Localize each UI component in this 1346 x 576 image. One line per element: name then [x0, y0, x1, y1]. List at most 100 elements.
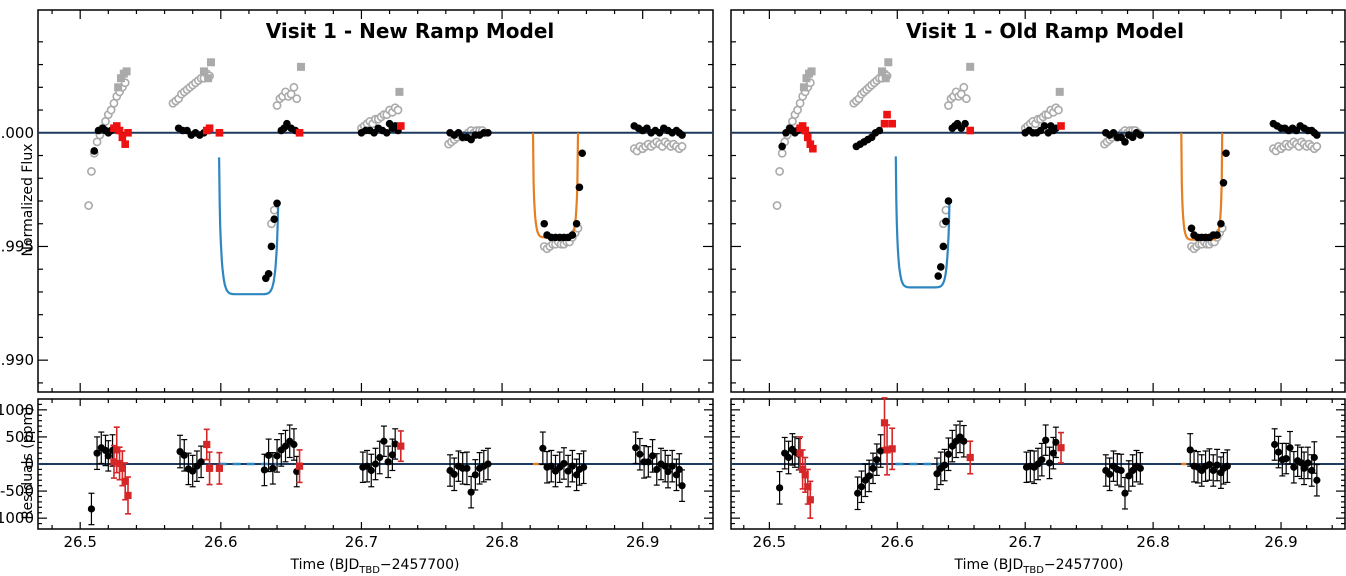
residual-point: [273, 452, 281, 460]
x-tick-label: 26.9: [626, 533, 659, 551]
residual-point: [668, 462, 676, 470]
residual-point: [1136, 464, 1144, 472]
corrected-data-point: [678, 131, 686, 139]
transit-c-model-curve: [531, 132, 580, 239]
residual-point: [564, 467, 572, 475]
residual-point: [281, 442, 290, 450]
residual-point: [678, 482, 686, 490]
corrected-data-point: [540, 219, 549, 228]
residual-point: [1213, 461, 1221, 469]
residual-point: [1290, 463, 1298, 471]
masked-data-point: [888, 119, 896, 128]
residual-panel: 26.5 26.6 26.7 26.8 26.9: [730, 397, 1346, 551]
masked-data-point: [1057, 122, 1065, 130]
residual-point: [471, 471, 479, 479]
corrected-data-point: [1040, 122, 1049, 130]
corrected-data-point: [875, 126, 884, 135]
raw-data-point: [772, 201, 782, 210]
raw-data-point: [87, 167, 96, 176]
x-tick-label: 26.8: [1136, 533, 1169, 551]
x-tick-label: 26.5: [63, 533, 96, 551]
raw-data-point: [289, 82, 299, 92]
raw-data-square: [884, 58, 893, 67]
masked-data-point: [806, 140, 815, 148]
transit-b-model-curve: [894, 156, 951, 289]
masked-residual-point: [796, 449, 804, 457]
residual-point: [260, 466, 269, 474]
residual-point: [1209, 466, 1217, 475]
residual-point: [371, 460, 380, 468]
residual-point: [664, 467, 672, 476]
residual-point: [933, 470, 941, 478]
residual-point: [1106, 470, 1114, 478]
residual-y-tick-label: -1000: [0, 509, 34, 527]
residual-point: [388, 451, 396, 459]
residual-point: [376, 453, 384, 462]
residual-point: [384, 458, 392, 466]
masked-residual-point: [215, 464, 224, 472]
residual-point: [1286, 444, 1294, 452]
flux-plot-frame: [37, 9, 714, 393]
residual-point: [1042, 436, 1050, 444]
residual-axis-title: Residuals (ppm): [20, 406, 36, 519]
masked-data-point: [112, 122, 121, 130]
residual-point: [1223, 462, 1231, 470]
corrected-data-point: [1219, 179, 1228, 187]
masked-residual-point: [295, 462, 304, 470]
corrected-data-point: [382, 128, 391, 137]
residual-point: [653, 465, 661, 474]
masked-residual-point: [397, 442, 405, 450]
raw-data-square: [395, 87, 404, 96]
residual-point: [547, 462, 555, 470]
masked-residual-point: [966, 453, 974, 462]
masked-data-point: [798, 122, 807, 130]
residual-point: [293, 467, 301, 476]
raw-data-square: [881, 74, 890, 83]
masked-residual-point: [110, 458, 118, 466]
residual-point: [367, 466, 375, 475]
raw-data-square: [122, 67, 131, 76]
residual-point: [1186, 446, 1194, 454]
residual-y-tick-label: 0: [24, 455, 34, 473]
masked-residual-point: [121, 477, 129, 485]
raw-data-point: [393, 105, 403, 115]
raw-data-square: [116, 74, 125, 83]
corrected-data-point: [484, 128, 492, 137]
raw-data-point: [677, 142, 687, 151]
flux-panel: [730, 9, 1346, 393]
residual-point: [661, 462, 669, 470]
x-tick-label: 26.9: [1264, 533, 1297, 551]
masked-residual-point: [205, 464, 214, 472]
residual-point: [104, 452, 112, 460]
corrected-data-point: [90, 147, 99, 155]
raw-data-point: [84, 201, 94, 210]
masked-data-point: [966, 126, 975, 135]
corrected-data-point: [939, 242, 948, 251]
x-tick-label: 26.6: [204, 533, 237, 551]
masked-residual-point: [203, 440, 211, 449]
residual-point: [580, 463, 588, 471]
raw-data-point: [269, 205, 279, 215]
residual-point: [197, 458, 205, 466]
flux-y-tick-label: 0.995: [0, 237, 34, 255]
masked-data-point: [115, 126, 124, 135]
residual-point: [857, 483, 866, 491]
residual-point: [1045, 459, 1054, 467]
residual-point: [560, 459, 568, 468]
masked-data-point: [397, 122, 405, 130]
masked-residual-point: [1057, 444, 1065, 452]
corrected-data-point: [264, 269, 273, 278]
residual-point: [391, 440, 399, 448]
residual-point: [290, 440, 298, 449]
flux-plot-frame: [730, 9, 1346, 393]
x-tick-label: 26.8: [485, 533, 518, 551]
corrected-data-point: [1217, 219, 1225, 228]
raw-data-point: [1312, 142, 1322, 151]
panel-title: Visit 1 - New Ramp Model: [266, 19, 555, 43]
masked-residual-point: [888, 445, 896, 453]
corrected-data-point: [934, 272, 943, 280]
residual-point: [450, 470, 458, 478]
raw-data-square: [802, 74, 811, 83]
raw-data-square: [1055, 87, 1064, 96]
flux-panel: 0.990 0.995 1.000: [0, 9, 714, 393]
